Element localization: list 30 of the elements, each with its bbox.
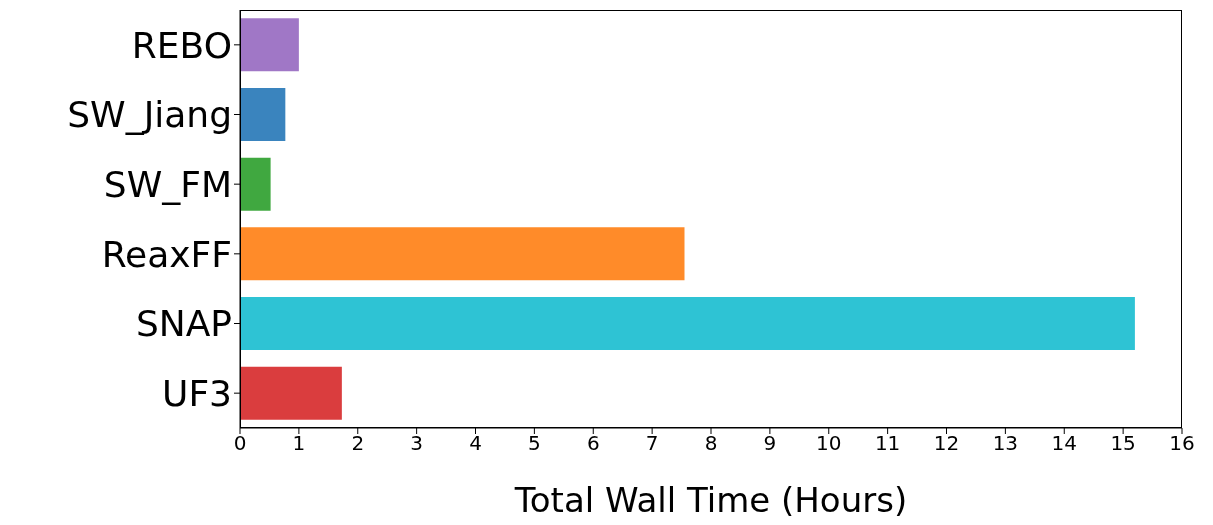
bar bbox=[240, 227, 685, 281]
y-tick-label: REBO bbox=[131, 24, 232, 66]
x-tick-label: 12 bbox=[933, 431, 960, 456]
x-tick-label: 10 bbox=[816, 431, 842, 456]
x-tick-label: 11 bbox=[874, 431, 901, 456]
x-tick-label: 7 bbox=[645, 431, 659, 456]
x-tick-label: 2 bbox=[351, 431, 365, 456]
bar bbox=[240, 18, 299, 72]
y-tick-label: SNAP bbox=[135, 303, 232, 345]
bar bbox=[240, 88, 286, 142]
x-tick-label: 4 bbox=[469, 431, 482, 456]
x-tick-label: 15 bbox=[1110, 431, 1136, 456]
y-tick-label: SW_FM bbox=[103, 163, 232, 205]
y-tick-label: UF3 bbox=[162, 372, 232, 414]
x-tick-label: 14 bbox=[1051, 431, 1077, 456]
y-tick-label: SW_Jiang bbox=[67, 94, 232, 136]
x-tick-label: 9 bbox=[763, 431, 777, 456]
x-tick-label: 13 bbox=[992, 431, 1019, 456]
x-tick-label: 16 bbox=[1169, 431, 1195, 456]
x-tick-label: 0 bbox=[233, 431, 247, 456]
x-tick-label: 5 bbox=[528, 431, 541, 456]
x-tick-label: 1 bbox=[292, 431, 306, 456]
bar bbox=[240, 157, 271, 211]
x-axis-title: Total Wall Time (Hours) bbox=[513, 480, 908, 520]
x-tick-label: 3 bbox=[410, 431, 423, 456]
x-tick-label: 6 bbox=[586, 431, 600, 456]
x-tick-label: 8 bbox=[704, 431, 718, 456]
y-tick-label: ReaxFF bbox=[101, 233, 232, 275]
bar bbox=[240, 366, 342, 420]
bar bbox=[240, 297, 1135, 351]
